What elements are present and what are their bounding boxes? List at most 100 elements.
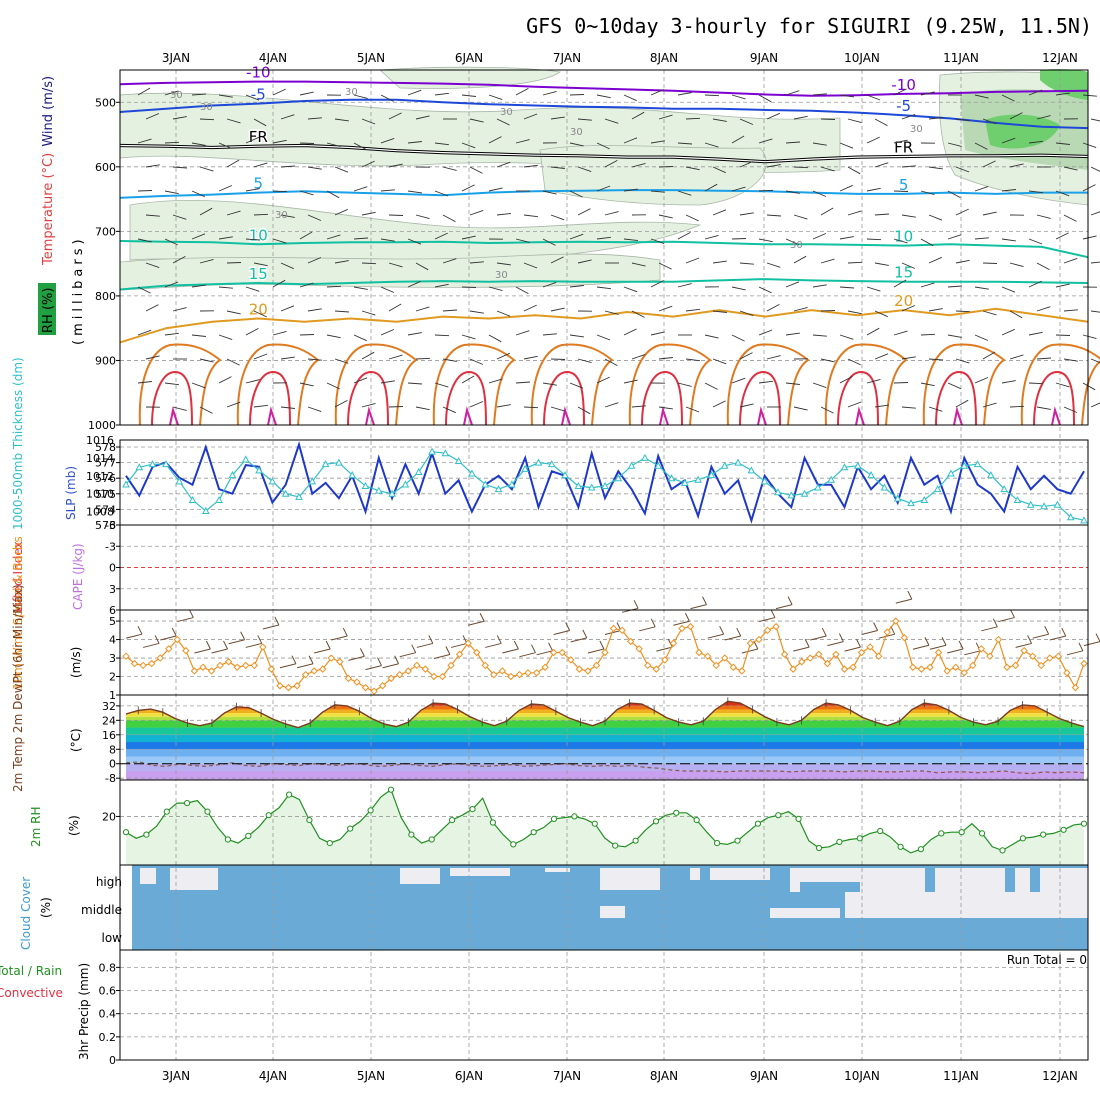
wind-barb	[577, 358, 592, 364]
tick-label: 16	[102, 729, 116, 742]
wind-barb	[272, 139, 287, 144]
wind-barb	[299, 282, 314, 288]
wind-speed-point	[293, 682, 301, 690]
tick-label: 5	[109, 615, 116, 628]
wind-barb	[1055, 92, 1070, 96]
wind-barb	[380, 286, 395, 293]
wind-barb	[820, 406, 834, 414]
rh2m-point	[897, 843, 904, 850]
wind-barb	[623, 379, 638, 384]
rh2m-point	[489, 819, 496, 826]
thickness-point	[135, 463, 144, 471]
wind-speed-point	[883, 628, 891, 636]
wind-barb	[299, 382, 314, 387]
wind-barb	[724, 635, 741, 641]
wind-barb	[820, 310, 836, 312]
tick-label: 1000	[88, 419, 116, 432]
wind-barb-flag	[702, 596, 707, 605]
wind-barb	[650, 238, 665, 245]
wind-barb	[442, 406, 456, 414]
wind-speed-point	[798, 658, 806, 666]
wind-barb	[844, 646, 861, 652]
wind-speed-point	[455, 650, 464, 659]
rh2m-point	[1060, 826, 1067, 833]
wind-barb	[1055, 190, 1070, 197]
rh-contour-label: 30	[500, 107, 513, 118]
upper-axis-title: Temperature (°C) Wind (m/s)	[41, 76, 56, 266]
wind-barb	[604, 211, 619, 216]
wind-speed-point	[430, 672, 438, 681]
wind-barb	[847, 261, 863, 264]
wind10-units: (m/s)	[69, 647, 83, 678]
wind-barb	[361, 310, 376, 316]
wind-barb	[874, 404, 889, 408]
thickness-point	[654, 461, 663, 469]
wind-barb	[947, 648, 964, 654]
tick-label: 574	[95, 503, 116, 516]
wind-speed-point	[259, 643, 267, 651]
wind-barb	[577, 259, 592, 264]
cloud-gap	[450, 868, 510, 876]
wind-barb	[1036, 306, 1051, 312]
tick-label: 0	[109, 562, 116, 575]
wind-barb	[785, 190, 800, 194]
temp-band	[126, 763, 1084, 771]
thickness-point	[627, 461, 636, 469]
rh2m-title: 2m RH	[29, 807, 43, 848]
wind-barb	[542, 382, 557, 386]
wind-speed-point	[224, 658, 233, 666]
wind-barb	[353, 142, 367, 150]
tick-label: 578	[95, 441, 116, 454]
thickness-point	[335, 458, 343, 466]
wind-barb	[515, 139, 530, 144]
wind-barb	[415, 115, 430, 120]
wind-speed-point	[421, 665, 430, 673]
wind-speed-point	[216, 661, 224, 670]
wind-barb	[955, 358, 970, 364]
slp-line	[125, 441, 1085, 524]
wind-barb	[758, 286, 772, 294]
wind-barb	[712, 209, 727, 216]
wind-barb	[296, 663, 314, 669]
temp-band	[126, 756, 1084, 764]
thickness-point	[348, 471, 357, 479]
wind-barb	[1090, 118, 1100, 122]
thickness-point	[388, 489, 396, 497]
rh2m-point	[184, 800, 191, 807]
wind-speed-point	[678, 624, 686, 633]
wind-barb	[496, 213, 511, 216]
wind-barb	[253, 118, 267, 127]
wind-barb	[1001, 189, 1016, 192]
wind-speed-point	[969, 661, 977, 670]
wind-barb	[928, 358, 944, 361]
wind-barb	[199, 258, 214, 264]
wind-barb	[361, 351, 375, 360]
wind-barb	[218, 142, 233, 149]
wind-barb	[218, 185, 233, 192]
wind-barb	[194, 648, 211, 654]
wind-barb	[847, 358, 861, 366]
wind-barb	[388, 112, 402, 120]
wind-speed-point	[558, 648, 566, 657]
wind-barb	[839, 334, 854, 340]
wind-barb	[766, 112, 780, 120]
wind-barb	[631, 162, 646, 168]
thickness-point	[188, 495, 197, 504]
wind-barb-flag	[428, 635, 434, 644]
wind-speed-point	[284, 683, 293, 692]
wind-barb	[488, 286, 503, 292]
wind-barb	[623, 328, 637, 336]
wind-barb-flag	[924, 637, 930, 646]
wind-barb	[685, 308, 700, 312]
rh2m-point	[449, 817, 456, 824]
hot-cell-contour	[935, 370, 977, 426]
cloud-level-middle: middle	[81, 903, 122, 917]
wind-barb	[488, 378, 503, 384]
wind-speed-point	[387, 674, 395, 683]
wind-barb	[704, 234, 719, 240]
wind-barb-flag	[633, 600, 639, 609]
wind-barb	[874, 353, 889, 360]
tick-label: 0.4	[99, 1008, 117, 1021]
wind-barb	[542, 90, 557, 96]
wind-barb	[523, 113, 538, 120]
